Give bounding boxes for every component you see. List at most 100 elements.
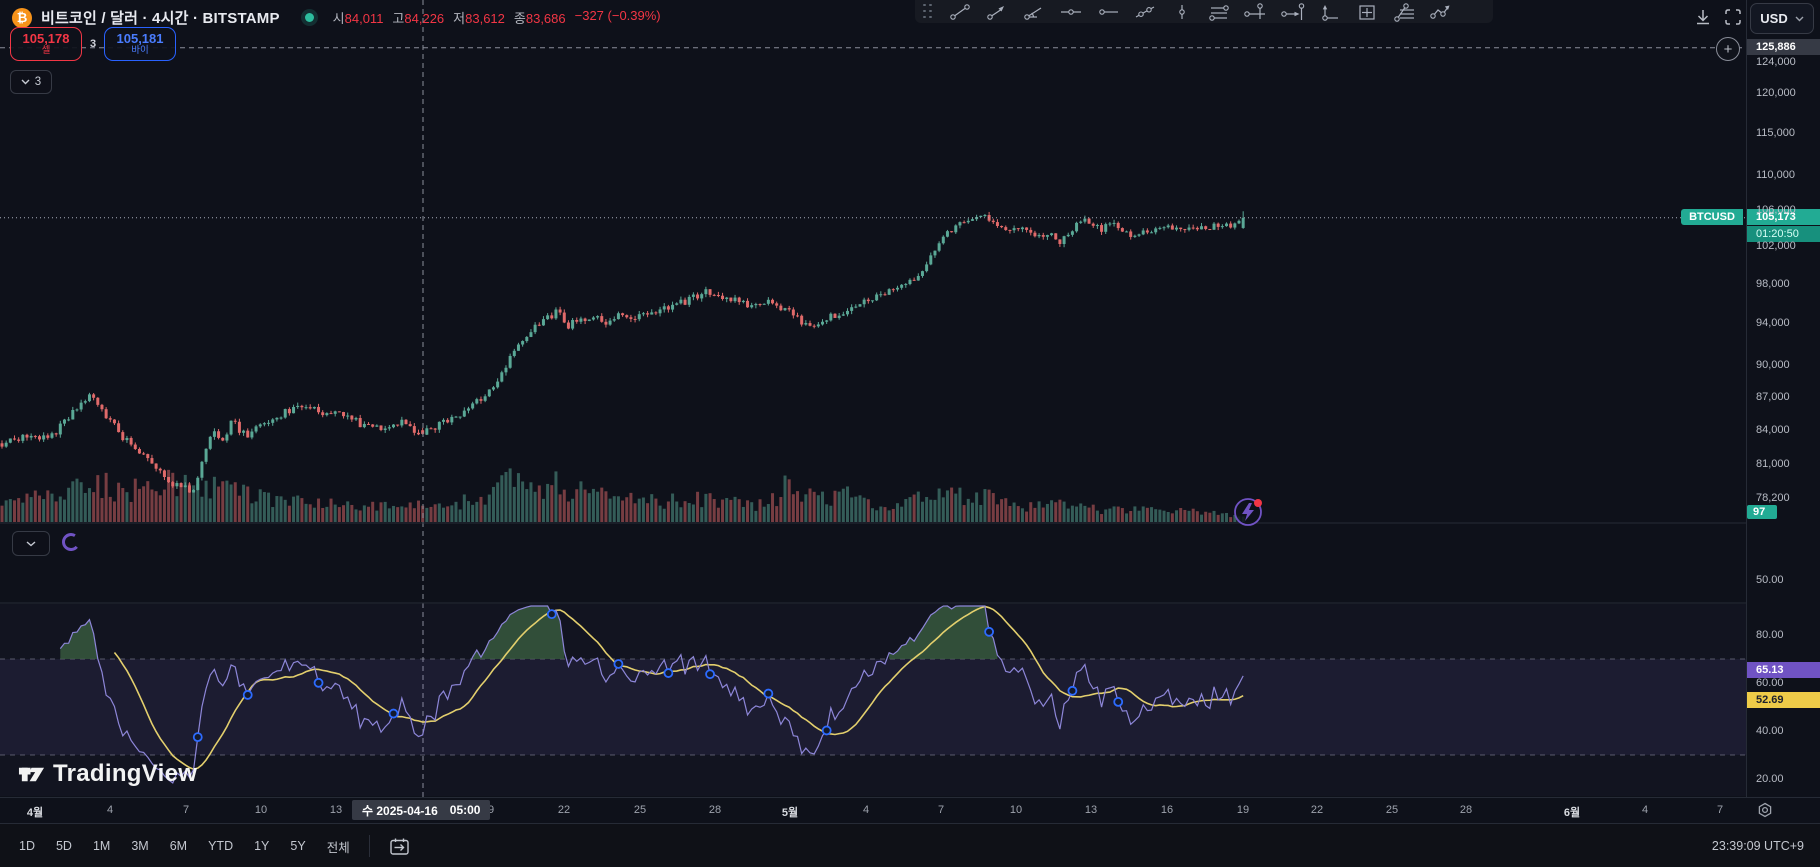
fullscreen-button[interactable] — [1719, 3, 1747, 31]
volume-bar — [541, 498, 545, 522]
tool-horizontal-ray[interactable] — [1089, 1, 1126, 22]
tool-vertical-line[interactable] — [1163, 1, 1200, 22]
tool-arrow[interactable] — [978, 1, 1015, 22]
volume-bar — [192, 485, 196, 522]
candle — [641, 313, 645, 315]
volume-bar — [1025, 511, 1029, 522]
chart-canvas[interactable] — [0, 0, 1746, 797]
drag-handle-icon[interactable] — [923, 3, 933, 20]
rsi-signal-marker[interactable] — [388, 708, 399, 719]
range-6M[interactable]: 6M — [169, 839, 188, 853]
clock[interactable]: 23:39:09 UTC+9 — [1711, 839, 1804, 853]
volume-bar — [1079, 503, 1083, 522]
range-5D[interactable]: 5D — [55, 839, 72, 853]
candle — [229, 420, 233, 435]
rsi-signal-marker[interactable] — [313, 677, 324, 688]
candle — [612, 319, 616, 321]
time-axis[interactable]: 수 2025-04-16 05:00 4월 4 7 10 13 19 22 25 28 5월 4 7 1… — [0, 797, 1820, 824]
volume-bar — [791, 494, 795, 522]
rsi-signal-marker[interactable] — [705, 669, 715, 680]
rsi-signal-marker[interactable] — [763, 688, 774, 699]
buy-button[interactable]: 105,181 바이 — [104, 27, 176, 61]
candle — [1220, 226, 1224, 228]
price-tick: 124,000 — [1756, 55, 1796, 68]
price-axis[interactable]: 125,886 BTCUSD 105,173 01:20:50 97 65.13… — [1681, 0, 1820, 797]
candle — [42, 435, 46, 440]
candle — [142, 453, 146, 455]
rsi-signal-marker[interactable] — [242, 690, 253, 700]
volume-bar — [221, 481, 225, 522]
tool-cross-line[interactable] — [1237, 1, 1274, 22]
volume-bar — [1120, 508, 1124, 522]
rsi-signal-marker[interactable] — [821, 725, 832, 736]
candle — [1050, 233, 1054, 236]
volume-bar — [1212, 510, 1216, 522]
volume-bar — [900, 506, 904, 522]
volume-bar — [212, 476, 216, 522]
pane2-collapse-toggle[interactable] — [12, 531, 50, 556]
volume-bar — [229, 484, 233, 522]
tool-trend-angle[interactable] — [1015, 1, 1052, 22]
events-lightning-icon[interactable] — [1234, 498, 1262, 526]
range-1Y[interactable]: 1Y — [254, 839, 270, 853]
range-5Y[interactable]: 5Y — [290, 839, 306, 853]
market-status-icon[interactable] — [304, 13, 314, 22]
tool-trend-line[interactable] — [941, 1, 978, 22]
candle — [254, 426, 258, 432]
candle — [271, 419, 275, 423]
candle — [1154, 228, 1158, 233]
volume-bar — [537, 485, 541, 522]
rsi-signal-marker[interactable] — [192, 732, 203, 743]
range-전체[interactable]: 전체 — [326, 840, 350, 855]
candle — [983, 215, 987, 217]
range-1M[interactable]: 1M — [92, 839, 111, 853]
tool-fib-retracement[interactable] — [1385, 1, 1422, 22]
volume-bar — [296, 495, 300, 522]
volume-bar — [504, 471, 508, 522]
candle — [541, 319, 545, 326]
volume-bar — [83, 492, 87, 522]
currency-selector[interactable]: USD — [1750, 3, 1814, 34]
rsi-signal-marker[interactable] — [663, 668, 674, 678]
volume-layer — [0, 468, 1245, 522]
axis-settings-gear-icon[interactable] — [1757, 802, 1773, 818]
volume-bar — [991, 493, 995, 522]
tool-parallel-lines[interactable] — [1200, 1, 1237, 22]
symbol-header: ₿ 비트코인 / 달러 · 4시간 · BITSTAMP 시84,011 고84… — [12, 7, 661, 28]
rsi-signal-marker[interactable] — [546, 609, 557, 620]
chevron-down-icon — [21, 79, 30, 85]
object-tree-toggle[interactable]: 3 — [10, 70, 52, 94]
volume-bar — [342, 505, 346, 522]
sell-button[interactable]: 105,178 셀 — [10, 27, 82, 61]
volume-value-label: 97 — [1747, 505, 1777, 519]
volume-bar — [275, 496, 279, 522]
candle — [287, 409, 291, 414]
add-alert-button[interactable]: + — [1716, 37, 1740, 61]
volume-bar — [441, 507, 445, 522]
tool-arrow-extended[interactable] — [1274, 1, 1311, 22]
candle — [950, 231, 954, 233]
symbol-title[interactable]: 비트코인 / 달러 · 4시간 · BITSTAMP — [41, 10, 280, 27]
rsi-signal-marker[interactable] — [1067, 685, 1078, 696]
tool-projection-tool[interactable] — [1348, 1, 1385, 22]
rsi-signal-marker[interactable] — [613, 659, 624, 669]
go-to-date-button[interactable] — [383, 834, 416, 859]
tool-grid-tool[interactable] — [1311, 1, 1348, 22]
candle — [62, 419, 66, 424]
candle — [383, 428, 387, 431]
candle — [125, 438, 129, 441]
range-1D[interactable]: 1D — [19, 839, 35, 853]
volume-bar — [866, 499, 870, 522]
rsi-signal-marker[interactable] — [1113, 696, 1124, 707]
candle — [845, 310, 849, 315]
range-YTD[interactable]: YTD — [208, 839, 234, 853]
candle — [429, 428, 433, 430]
candle — [625, 315, 629, 318]
download-button[interactable] — [1689, 3, 1717, 31]
rsi-signal-marker[interactable] — [984, 626, 995, 637]
volume-bar — [204, 480, 208, 522]
tool-zigzag[interactable] — [1422, 1, 1459, 22]
tool-horizontal-line[interactable] — [1052, 1, 1089, 22]
range-3M[interactable]: 3M — [131, 839, 149, 853]
tool-extended-line[interactable] — [1126, 1, 1163, 22]
